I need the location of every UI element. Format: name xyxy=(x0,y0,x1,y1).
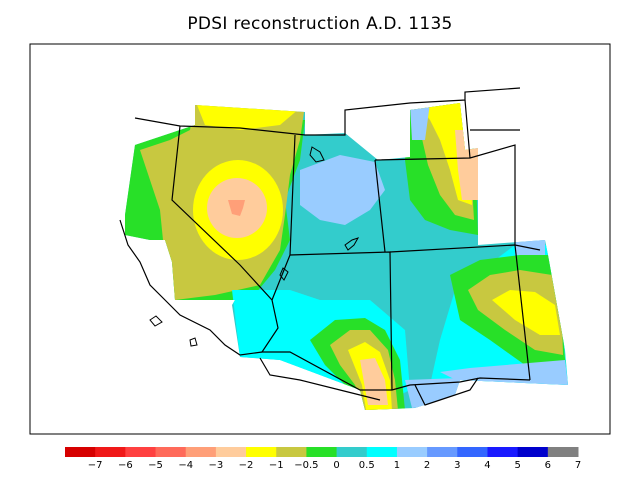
colorbar-swatch xyxy=(547,447,579,457)
colorbar-tick-label: −1 xyxy=(269,460,284,471)
colorbar-swatch xyxy=(336,447,368,457)
colorbar-swatch xyxy=(95,447,126,457)
colorbar-swatch xyxy=(457,447,488,457)
colorbar-tick-label: −6 xyxy=(118,460,133,471)
lakes xyxy=(149,146,360,347)
colorbar-swatch xyxy=(246,447,277,457)
colorbar: −7 −6 −5 −4 −3 −2 −1 −0.5 0 0.5 1 2 3 4 5 6 7 xyxy=(65,447,581,471)
colorbar-tick-label: 5 xyxy=(514,460,520,471)
colorbar-swatch xyxy=(65,447,96,457)
colorbar-swatch xyxy=(155,447,187,457)
colorbar-tick-label: −3 xyxy=(209,460,224,471)
state-boundaries xyxy=(119,87,541,406)
colorbar-tick-label: −4 xyxy=(178,460,193,471)
colorbar-swatch xyxy=(396,447,428,457)
colorbar-tick-label: 7 xyxy=(575,460,581,471)
colorbar-tick-label: 3 xyxy=(454,460,460,471)
map-title: PDSI reconstruction A.D. 1135 xyxy=(187,14,453,34)
colorbar-tick-label: 0 xyxy=(333,460,339,471)
colorbar-tick-label: 1 xyxy=(394,460,400,471)
colorbar-swatch xyxy=(427,447,458,457)
colorbar-tick-label: 4 xyxy=(484,460,490,471)
colorbar-tick-label: −0.5 xyxy=(294,460,318,471)
colorbar-tick-label: 0.5 xyxy=(359,460,375,471)
colorbar-swatch xyxy=(276,447,307,457)
colorbar-swatch xyxy=(517,447,549,457)
colorbar-tick-label: −5 xyxy=(148,460,163,471)
colorbar-swatch xyxy=(215,447,247,457)
colorbar-swatch xyxy=(487,447,519,457)
colorbar-swatch xyxy=(125,447,157,457)
colorbar-tick-label: 6 xyxy=(545,460,551,471)
colorbar-swatch xyxy=(366,447,398,457)
colorbar-swatch xyxy=(306,447,338,457)
colorbar-tick-label: 2 xyxy=(424,460,430,471)
colorbar-tick-label: −2 xyxy=(239,460,254,471)
colorbar-swatch xyxy=(185,447,217,457)
colorbar-tick-label: −7 xyxy=(88,460,103,471)
